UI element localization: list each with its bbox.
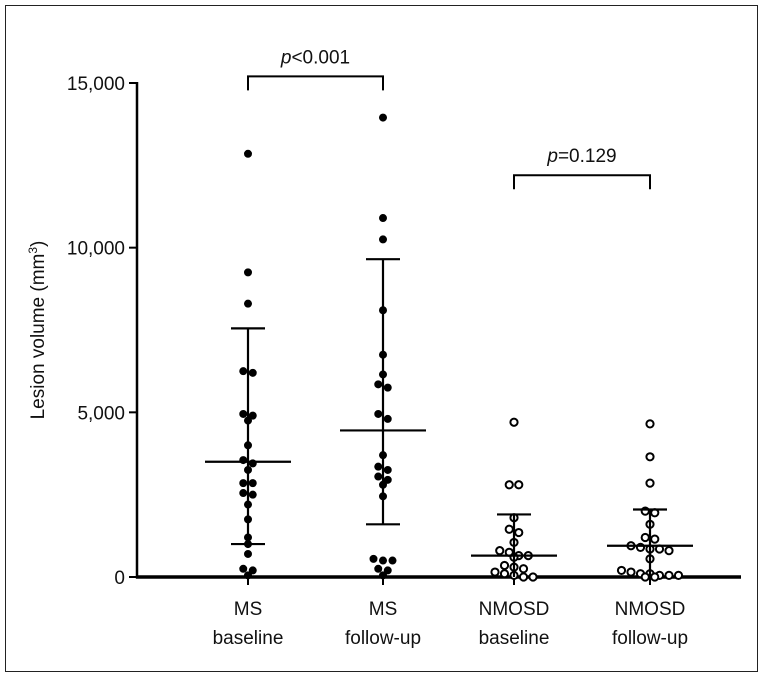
y-axis-title: Lesion volume (mm3) [26, 241, 49, 420]
category-label-line2: baseline [213, 628, 284, 649]
data-point [243, 149, 252, 158]
group-1-marks [340, 113, 426, 580]
category-label-line2: baseline [479, 628, 550, 649]
data-point [248, 368, 257, 377]
data-point [239, 367, 248, 376]
data-marks-group [205, 113, 693, 582]
p-symbol: p [280, 47, 292, 68]
axes-group [135, 82, 741, 579]
data-point [383, 566, 392, 575]
data-point [383, 383, 392, 392]
group-2-marks [471, 417, 557, 582]
data-point [239, 564, 248, 573]
data-point [499, 569, 510, 579]
category-label-line1: MS [369, 599, 398, 620]
data-point [383, 465, 392, 474]
data-point [378, 214, 387, 223]
category-labels-group: MS baseline MS follow-up NMOSD baseline NMOSD f… [213, 577, 688, 649]
significance-bracket [247, 75, 384, 91]
y-axis-title-superscript: 3 [26, 247, 40, 254]
data-point [248, 479, 257, 488]
y-tick-label: 10,000 [67, 239, 125, 260]
data-point [248, 490, 257, 499]
y-tick-label: 5,000 [77, 403, 125, 424]
data-point [645, 452, 655, 462]
data-point [383, 475, 392, 484]
data-point [369, 554, 378, 563]
data-point [243, 571, 252, 580]
data-point [243, 299, 252, 308]
data-point [626, 567, 636, 577]
data-point [640, 532, 650, 543]
data-point [645, 419, 655, 429]
category-label-line1: NMOSD [615, 599, 686, 620]
data-point [504, 480, 514, 490]
data-point [650, 534, 660, 544]
data-point [374, 462, 383, 471]
data-point [490, 567, 500, 577]
data-point [509, 417, 519, 427]
data-point [374, 380, 383, 389]
data-point [673, 570, 684, 580]
data-point [388, 556, 397, 565]
y-tick-label: 15,000 [67, 74, 125, 95]
p-value-text: <0.001 [291, 47, 350, 68]
p-value-label: p=0.129 [546, 146, 616, 167]
category-label-line2: follow-up [612, 628, 688, 649]
data-point [518, 572, 529, 582]
category-label-line1: NMOSD [479, 599, 550, 620]
data-point [239, 489, 248, 498]
data-point [640, 572, 650, 582]
data-point [248, 566, 257, 575]
data-point [514, 527, 524, 538]
data-point [528, 572, 538, 582]
p-value-text: =0.129 [558, 146, 617, 167]
data-point [650, 572, 660, 582]
category-label-line1: MS [234, 599, 263, 620]
data-point [378, 113, 387, 122]
data-point [374, 472, 383, 481]
data-point [383, 414, 392, 423]
data-point [378, 235, 387, 244]
data-point [374, 564, 383, 573]
data-point [514, 480, 524, 490]
data-point [378, 556, 387, 565]
group-0-marks [205, 149, 291, 580]
data-point [664, 570, 674, 580]
data-point [664, 546, 674, 556]
data-point [378, 571, 387, 580]
group-3-marks [607, 419, 693, 582]
significance-bracket [513, 174, 651, 190]
data-point [495, 546, 505, 556]
data-point [518, 564, 529, 574]
y-ticks-group: 0 5,000 10,000 15,000 [67, 74, 137, 589]
data-point [243, 268, 252, 277]
data-point [374, 409, 383, 418]
p-symbol: p [546, 146, 558, 167]
data-point [645, 478, 655, 488]
category-label-line2: follow-up [345, 628, 421, 649]
data-point [239, 479, 248, 488]
data-point [504, 524, 514, 534]
data-point [499, 560, 510, 571]
data-point [248, 411, 257, 420]
data-point [239, 409, 248, 418]
y-tick-label: 0 [114, 568, 125, 589]
data-point [243, 549, 252, 558]
data-point [616, 565, 627, 576]
p-value-label: p<0.001 [280, 47, 350, 68]
